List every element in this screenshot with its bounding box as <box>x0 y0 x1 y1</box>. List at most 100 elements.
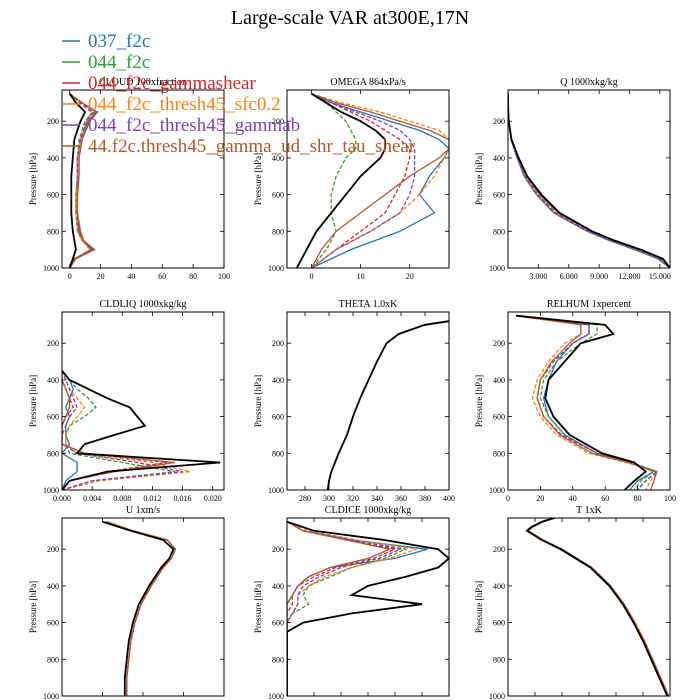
x-tick-label-5-0: 0 <box>506 494 510 503</box>
panel-title-4: THETA 1.0xK <box>339 299 398 310</box>
panel-4: THETA 1.0xK Pressure [hPa] 200 400 600 800 100… <box>253 299 455 503</box>
x-tick-label-1-2: 20 <box>406 272 414 281</box>
y-tick-label-5-4: 1000 <box>489 486 505 495</box>
x-tick-label-5-5: 100 <box>664 494 676 503</box>
series-line-4-5 <box>327 320 449 490</box>
panel-title-0: CLOUD 100xfraction <box>99 77 187 88</box>
series-line-2-5 <box>508 93 670 268</box>
x-tick-label-3-4: 0.016 <box>174 494 192 503</box>
series-line-2-0 <box>508 93 670 268</box>
series-line-4-1 <box>327 320 449 490</box>
series-line-8-5 <box>527 518 670 696</box>
x-tick-label-4-5: 380 <box>419 494 431 503</box>
series-line-1-0 <box>311 93 449 268</box>
y-tick-label-7-0: 200 <box>272 545 284 554</box>
y-tick-label-2-0: 200 <box>493 117 505 126</box>
figure-title: Large-scale VAR at300E,17N <box>231 7 469 29</box>
y-tick-label-6-2: 600 <box>47 619 59 628</box>
y-tick-label-6-3: 800 <box>47 655 59 664</box>
x-tick-label-3-5: 0.020 <box>204 494 222 503</box>
y-axis-label-4: Pressure [hPa] <box>253 375 263 427</box>
series-line-8-4 <box>527 518 670 696</box>
y-tick-label-0-2: 600 <box>47 191 59 200</box>
series-line-7-4 <box>287 521 403 696</box>
x-tick-label-2-0: 3.000 <box>529 272 547 281</box>
series-line-5-5 <box>516 315 658 490</box>
x-tick-label-4-1: 300 <box>323 494 335 503</box>
series-line-2-3 <box>508 93 670 268</box>
plot-frame-3 <box>61 311 225 491</box>
y-tick-label-8-2: 600 <box>493 619 505 628</box>
x-tick-label-5-4: 80 <box>634 494 642 503</box>
y-tick-label-4-3: 800 <box>272 449 284 458</box>
series-line-7-6 <box>287 520 449 696</box>
y-tick-label-4-2: 600 <box>272 413 284 422</box>
legend-label-5: 44.f2c.thresh45_gamma_ud_shr_tau_shear <box>88 136 416 157</box>
y-tick-label-7-4: 1000 <box>268 692 284 700</box>
y-tick-label-5-2: 600 <box>493 413 505 422</box>
series-line-4-0 <box>327 320 449 490</box>
y-axis-label-3: Pressure [hPa] <box>28 375 38 427</box>
series-line-5-3 <box>516 315 659 490</box>
series-line-0-5 <box>69 93 97 268</box>
y-tick-label-1-1: 400 <box>272 154 284 163</box>
panel-title-8: T 1xK <box>576 505 602 516</box>
legend-label-3: 044_f2c_thresh45_sfc0.2 <box>88 94 281 115</box>
x-tick-label-5-2: 40 <box>569 494 577 503</box>
panel-7: CLDICE 1000xkg/kg Pressure [hPa] 200 400 600… <box>253 505 450 700</box>
series-line-1-6 <box>296 92 387 268</box>
series-line-6-6 <box>102 520 175 696</box>
series-line-2-1 <box>508 93 670 268</box>
y-tick-label-2-4: 1000 <box>489 264 505 273</box>
x-tick-label-0-0: 0 <box>68 272 72 281</box>
series-line-8-3 <box>527 518 670 696</box>
panel-title-1: OMEGA 864xPa/s <box>330 77 405 88</box>
y-tick-label-1-0: 200 <box>272 117 284 126</box>
series-line-8-2 <box>527 518 670 696</box>
series-line-7-2 <box>287 521 398 696</box>
y-tick-label-6-4: 1000 <box>43 692 59 700</box>
y-tick-label-7-3: 800 <box>272 655 284 664</box>
legend-label-1: 044_f2c <box>88 52 150 73</box>
series-line-7-5 <box>287 521 392 696</box>
y-tick-label-0-3: 800 <box>47 227 59 236</box>
series-line-8-6 <box>525 518 669 696</box>
series-line-4-4 <box>327 320 449 490</box>
x-tick-label-4-0: 280 <box>299 494 311 503</box>
series-line-0-4 <box>69 93 94 268</box>
series-line-0-2 <box>69 93 96 268</box>
series-line-6-2 <box>106 521 177 696</box>
series-line-0-3 <box>69 93 93 268</box>
y-tick-label-2-2: 600 <box>493 191 505 200</box>
legend-label-0: 037_f2c <box>88 31 150 52</box>
y-tick-label-6-0: 200 <box>47 545 59 554</box>
x-tick-label-2-3: 12.000 <box>619 272 641 281</box>
x-tick-label-0-2: 40 <box>127 272 135 281</box>
panel-title-5: RELHUM 1xpercent <box>547 299 631 310</box>
x-tick-label-4-4: 360 <box>395 494 407 503</box>
y-tick-label-7-2: 600 <box>272 619 284 628</box>
x-tick-label-0-3: 60 <box>158 272 166 281</box>
legend-label-2: 044_f2c_gammashear <box>88 73 256 94</box>
y-tick-label-1-3: 800 <box>272 227 284 236</box>
series-line-0-6 <box>68 93 87 268</box>
series-line-4-3 <box>327 320 449 490</box>
y-axis-label-7: Pressure [hPa] <box>253 581 263 633</box>
x-tick-label-0-5: 100 <box>218 272 230 281</box>
series-line-6-0 <box>106 521 177 696</box>
y-tick-label-1-2: 600 <box>272 191 284 200</box>
y-axis-label-6: Pressure [hPa] <box>28 581 38 633</box>
plot-frame-5 <box>507 311 671 491</box>
series-line-6-5 <box>106 521 177 696</box>
plot-frame-2 <box>507 89 671 269</box>
y-tick-label-0-0: 200 <box>47 117 59 126</box>
series-line-6-3 <box>106 521 177 696</box>
y-tick-label-5-0: 200 <box>493 339 505 348</box>
plot-frame-1 <box>286 89 450 269</box>
series-line-1-1 <box>310 93 357 268</box>
